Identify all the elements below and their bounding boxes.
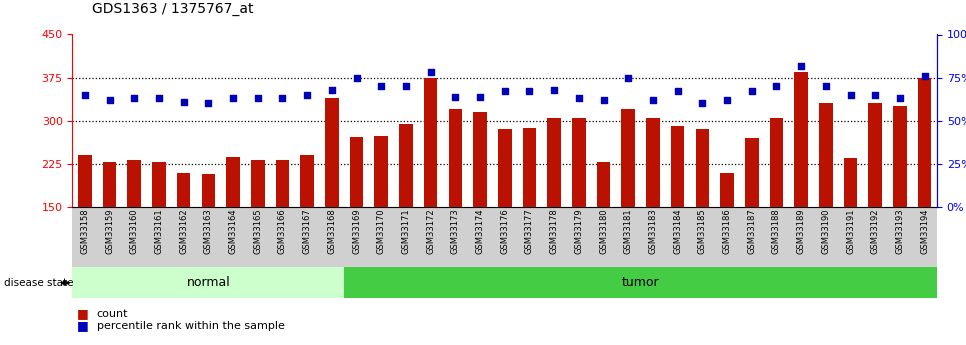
Bar (251, 160, 265, 293)
Bar (572, 118, 585, 293)
Point (274, 96, 290, 101)
Point (547, 87, 562, 92)
Point (201, 101, 216, 106)
Text: GDS1363 / 1375767_at: GDS1363 / 1375767_at (92, 1, 253, 16)
Point (423, 70, 439, 75)
Bar (843, 158, 858, 293)
Bar (794, 72, 808, 293)
Bar (102, 162, 116, 293)
Point (497, 89, 513, 94)
Point (744, 89, 759, 94)
Point (867, 92, 883, 98)
Bar (770, 118, 783, 293)
Bar (670, 127, 685, 293)
Point (176, 99, 191, 105)
Point (101, 97, 117, 103)
Bar (177, 172, 190, 293)
Text: ■: ■ (77, 307, 89, 321)
Point (398, 83, 413, 89)
Bar (696, 129, 709, 293)
Bar (128, 160, 141, 293)
Point (77, 92, 93, 98)
Point (620, 75, 636, 80)
Point (250, 96, 266, 101)
Point (596, 97, 611, 103)
Point (842, 92, 859, 98)
Text: percentile rank within the sample: percentile rank within the sample (97, 321, 284, 331)
Point (522, 89, 537, 94)
Point (917, 73, 932, 79)
Bar (868, 104, 882, 293)
Bar (548, 118, 561, 293)
Point (225, 96, 241, 101)
Bar (152, 162, 166, 293)
Point (299, 92, 315, 98)
Bar (894, 106, 907, 293)
Point (793, 63, 809, 68)
Text: count: count (97, 309, 128, 319)
Point (152, 96, 167, 101)
Bar (473, 112, 487, 293)
Bar (399, 124, 412, 293)
Bar (375, 136, 388, 293)
Point (893, 96, 908, 101)
Bar (325, 98, 339, 293)
Bar (350, 137, 363, 293)
Bar (202, 174, 215, 293)
Bar (918, 78, 931, 293)
Bar (523, 128, 536, 293)
Bar (226, 157, 240, 293)
Bar (646, 118, 660, 293)
Point (670, 89, 686, 94)
Bar (275, 160, 289, 293)
Bar (721, 172, 734, 293)
Point (349, 75, 364, 80)
Point (472, 94, 488, 99)
Bar (424, 78, 438, 293)
Point (325, 87, 340, 92)
Bar (621, 109, 635, 293)
Bar (745, 138, 758, 293)
Bar (448, 109, 462, 293)
Bar (597, 162, 611, 293)
Point (695, 101, 710, 106)
Bar (497, 129, 512, 293)
Point (447, 94, 463, 99)
Point (127, 96, 142, 101)
Point (571, 96, 586, 101)
Text: tumor: tumor (622, 276, 660, 289)
Point (374, 83, 389, 89)
Bar (819, 104, 833, 293)
Point (720, 97, 735, 103)
Text: normal: normal (186, 276, 230, 289)
Text: disease state: disease state (4, 278, 73, 288)
Point (818, 83, 834, 89)
Point (769, 83, 784, 89)
Bar (300, 155, 314, 293)
Point (645, 97, 661, 103)
Text: ■: ■ (77, 319, 89, 333)
Bar (78, 155, 92, 293)
